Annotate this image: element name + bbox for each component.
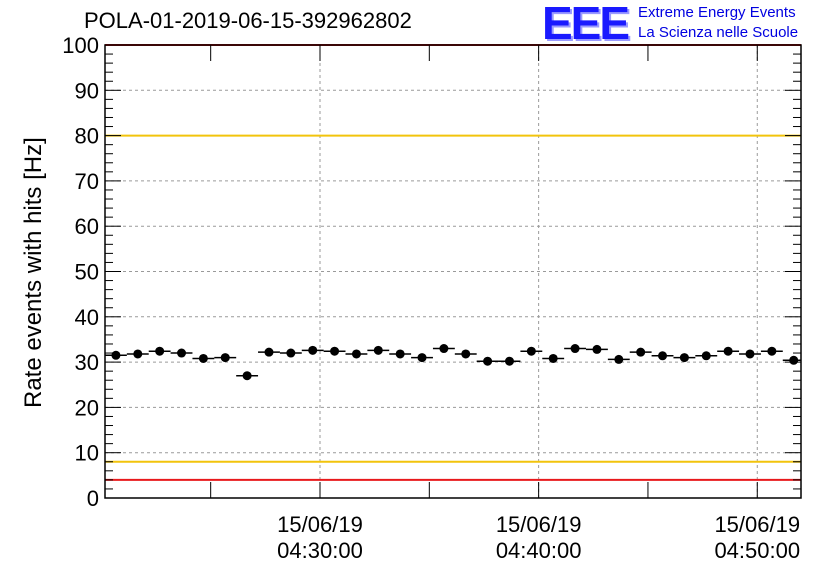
data-point [395, 349, 405, 359]
data-point [636, 347, 646, 357]
data-point [439, 344, 449, 354]
x-tick-label-date: 15/06/19 [496, 512, 582, 537]
data-point [679, 353, 689, 363]
eee-logo: EEE Extreme Energy Events La Scienza nel… [542, 0, 832, 49]
y-tick-label: 20 [75, 395, 99, 420]
data-point [614, 354, 624, 364]
y-tick-label: 100 [62, 33, 99, 58]
data-point [133, 349, 143, 359]
data-point [198, 353, 208, 363]
data-point [504, 356, 514, 366]
eee-logo-mark: EEE [542, 0, 630, 49]
y-tick-label: 0 [87, 486, 99, 511]
y-tick-label: 80 [75, 124, 99, 149]
data-point [483, 356, 493, 366]
data-point [264, 347, 274, 357]
data-point [767, 346, 777, 356]
data-point [373, 345, 383, 355]
x-tick-label-date: 15/06/19 [714, 512, 800, 537]
data-point [155, 346, 165, 356]
data-point [526, 346, 536, 356]
x-tick-label-date: 15/06/19 [277, 512, 363, 537]
data-point [351, 349, 361, 359]
data-point [417, 353, 427, 363]
y-tick-label: 90 [75, 78, 99, 103]
logo-line-1: Extreme Energy Events [638, 4, 796, 21]
data-point [701, 351, 711, 361]
logo-line-2: La Scienza nelle Scuole [638, 24, 799, 41]
data-point [177, 348, 187, 358]
y-tick-label: 30 [75, 350, 99, 375]
data-point [308, 345, 318, 355]
y-tick-label: 70 [75, 169, 99, 194]
data-point [789, 355, 799, 365]
y-tick-label: 10 [75, 441, 99, 466]
data-point [723, 346, 733, 356]
data-point [220, 353, 230, 363]
data-point [745, 349, 755, 359]
data-point [570, 344, 580, 354]
data-point [592, 344, 602, 354]
data-point [461, 349, 471, 359]
data-point [548, 353, 558, 363]
x-tick-label-time: 04:40:00 [496, 538, 582, 563]
x-tick-label-time: 04:50:00 [714, 538, 800, 563]
y-tick-label: 40 [75, 305, 99, 330]
data-point [111, 350, 121, 360]
data-point [242, 371, 252, 381]
data-point [286, 348, 296, 358]
data-point [330, 346, 340, 356]
y-tick-label: 50 [75, 260, 99, 285]
data-point [658, 351, 668, 361]
y-tick-label: 60 [75, 214, 99, 239]
x-tick-label-time: 04:30:00 [277, 538, 363, 563]
chart-title: POLA-01-2019-06-15-392962802 [84, 8, 412, 33]
